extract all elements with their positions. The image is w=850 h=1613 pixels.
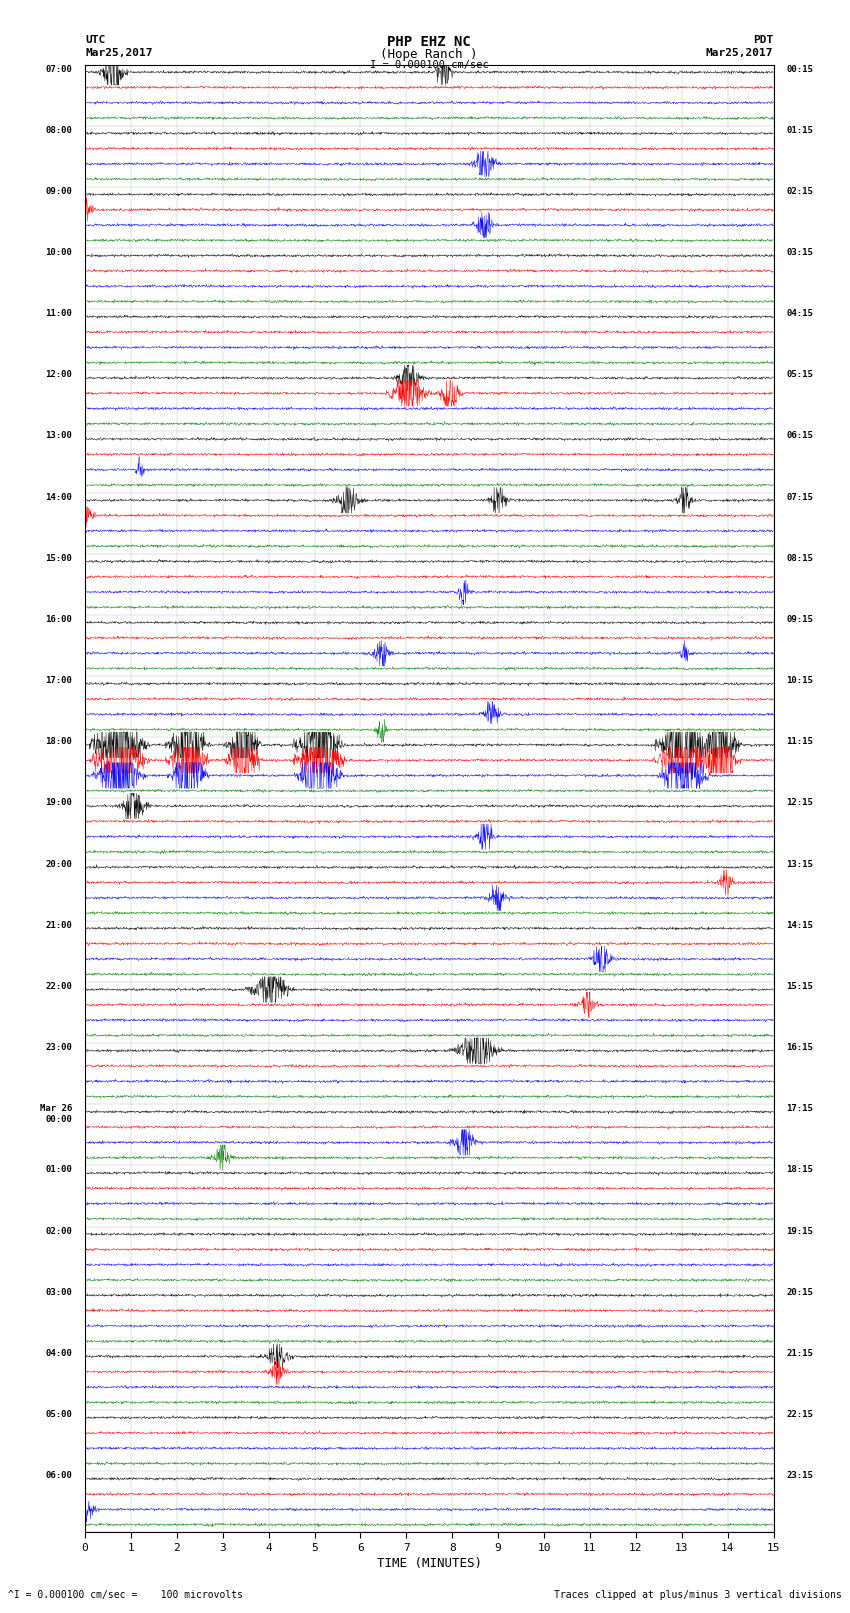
Text: 02:00: 02:00 [45,1226,72,1236]
Text: PDT: PDT [753,35,774,45]
Text: 18:00: 18:00 [45,737,72,747]
Text: 04:15: 04:15 [786,310,813,318]
Text: 21:00: 21:00 [45,921,72,929]
Text: 07:15: 07:15 [786,492,813,502]
Text: 15:00: 15:00 [45,553,72,563]
Text: 03:15: 03:15 [786,248,813,256]
Text: Mar25,2017: Mar25,2017 [85,48,152,58]
Text: 02:15: 02:15 [786,187,813,195]
Text: PHP EHZ NC: PHP EHZ NC [388,35,471,50]
Text: 00:15: 00:15 [786,65,813,74]
Text: 11:15: 11:15 [786,737,813,747]
Text: 13:15: 13:15 [786,860,813,868]
Text: 14:00: 14:00 [45,492,72,502]
Text: I = 0.000100 cm/sec: I = 0.000100 cm/sec [370,60,489,69]
Text: 09:15: 09:15 [786,615,813,624]
Text: 12:00: 12:00 [45,371,72,379]
Text: 08:00: 08:00 [45,126,72,134]
Text: 07:00: 07:00 [45,65,72,74]
Text: 16:15: 16:15 [786,1044,813,1052]
Text: 10:15: 10:15 [786,676,813,686]
Text: Traces clipped at plus/minus 3 vertical divisions: Traces clipped at plus/minus 3 vertical … [553,1590,842,1600]
Text: 18:15: 18:15 [786,1165,813,1174]
Text: 23:15: 23:15 [786,1471,813,1481]
Text: 20:00: 20:00 [45,860,72,868]
Text: 13:00: 13:00 [45,431,72,440]
Text: 10:00: 10:00 [45,248,72,256]
Text: 05:00: 05:00 [45,1410,72,1419]
Text: UTC: UTC [85,35,105,45]
Text: 23:00: 23:00 [45,1044,72,1052]
Text: 01:15: 01:15 [786,126,813,134]
Text: 16:00: 16:00 [45,615,72,624]
Text: 06:15: 06:15 [786,431,813,440]
Text: 12:15: 12:15 [786,798,813,808]
Text: 06:00: 06:00 [45,1471,72,1481]
Text: 05:15: 05:15 [786,371,813,379]
Text: 22:00: 22:00 [45,982,72,990]
Text: 11:00: 11:00 [45,310,72,318]
Text: ^I = 0.000100 cm/sec =    100 microvolts: ^I = 0.000100 cm/sec = 100 microvolts [8,1590,243,1600]
Text: 09:00: 09:00 [45,187,72,195]
Text: Mar25,2017: Mar25,2017 [706,48,774,58]
Text: 03:00: 03:00 [45,1287,72,1297]
Text: 01:00: 01:00 [45,1165,72,1174]
Text: Mar 26
00:00: Mar 26 00:00 [40,1105,72,1124]
Text: 22:15: 22:15 [786,1410,813,1419]
Text: 15:15: 15:15 [786,982,813,990]
Text: 17:00: 17:00 [45,676,72,686]
X-axis label: TIME (MINUTES): TIME (MINUTES) [377,1557,482,1569]
Text: 17:15: 17:15 [786,1105,813,1113]
Text: 19:00: 19:00 [45,798,72,808]
Text: 04:00: 04:00 [45,1348,72,1358]
Text: 14:15: 14:15 [786,921,813,929]
Text: 08:15: 08:15 [786,553,813,563]
Text: 21:15: 21:15 [786,1348,813,1358]
Text: 19:15: 19:15 [786,1226,813,1236]
Text: 20:15: 20:15 [786,1287,813,1297]
Text: (Hope Ranch ): (Hope Ranch ) [381,48,478,61]
